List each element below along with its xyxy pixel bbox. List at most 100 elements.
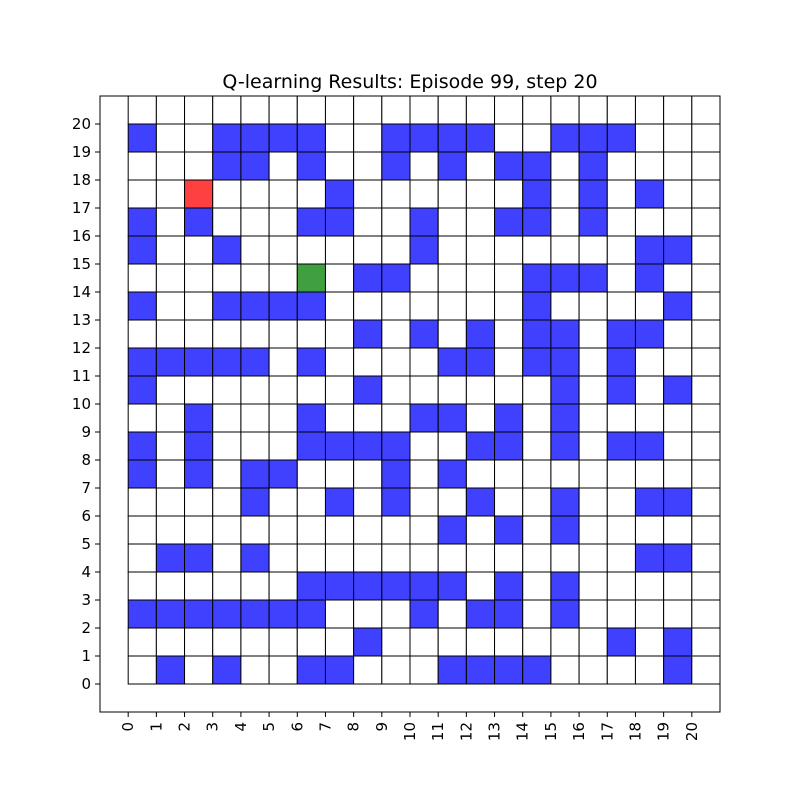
wall-cell — [155, 599, 186, 629]
x-tick-label: 16 — [570, 722, 588, 741]
wall-cell — [634, 319, 665, 349]
grid-cell-empty — [465, 627, 496, 657]
x-tick-label: 2 — [176, 722, 194, 732]
grid-cell-empty — [353, 207, 383, 237]
grid-cell-empty — [381, 207, 411, 237]
grid-cell-empty — [663, 319, 693, 349]
grid-cell-empty — [578, 459, 608, 489]
grid-cell-empty — [634, 347, 665, 377]
grid-cell-empty — [522, 487, 552, 517]
grid-cell-empty — [212, 375, 242, 405]
grid-cell-empty — [155, 179, 186, 209]
y-tick-label: 19 — [72, 143, 91, 161]
grid-cell-empty — [437, 319, 467, 349]
grid-cell-empty — [155, 431, 186, 461]
x-tick-label: 6 — [288, 722, 306, 732]
grid-cell-empty — [127, 571, 157, 601]
grid-cell-empty — [691, 599, 721, 629]
wall-cell — [353, 263, 383, 293]
grid-cell-empty — [550, 459, 580, 489]
grid-cell-empty — [691, 655, 721, 685]
grid-cell-empty — [634, 95, 665, 125]
wall-cell — [465, 431, 496, 461]
wall-cell — [268, 599, 298, 629]
grid-cell-empty — [155, 207, 186, 237]
wall-cell — [240, 291, 270, 321]
y-tick-label: 15 — [72, 255, 91, 273]
grid-cell-empty — [296, 95, 326, 125]
grid-cell-empty — [268, 235, 298, 265]
wall-cell — [634, 235, 665, 265]
grid-cell-empty — [634, 375, 665, 405]
wall-cell — [465, 655, 496, 685]
wall-cell — [494, 599, 524, 629]
grid-cell-empty — [691, 515, 721, 545]
grid-cell-empty — [324, 347, 355, 377]
x-tick-label: 5 — [260, 722, 278, 732]
grid-cell-empty — [353, 515, 383, 545]
wall-cell — [296, 123, 326, 153]
grid-cell-empty — [409, 515, 439, 545]
grid-cell-empty — [268, 403, 298, 433]
wall-cell — [550, 571, 580, 601]
grid-cell-empty — [578, 543, 608, 573]
grid-cell-empty — [691, 291, 721, 321]
grid-cell-empty — [381, 375, 411, 405]
grid-cell-empty — [381, 403, 411, 433]
y-tick-label: 1 — [81, 647, 91, 665]
y-tick-label: 5 — [81, 535, 91, 553]
wall-cell — [522, 347, 552, 377]
wall-cell — [550, 515, 580, 545]
grid-cell-empty — [353, 543, 383, 573]
grid-cell-empty — [663, 599, 693, 629]
grid-cell-empty — [409, 179, 439, 209]
wall-cell — [494, 403, 524, 433]
wall-cell — [127, 347, 157, 377]
grid-cell-empty — [663, 403, 693, 433]
grid-cell-empty — [634, 151, 665, 181]
x-tick-label: 1 — [147, 722, 165, 732]
grid-cell-empty — [353, 179, 383, 209]
wall-cell — [578, 263, 608, 293]
grid-cell-empty — [324, 375, 355, 405]
grid-cell-empty — [353, 151, 383, 181]
grid-cell-empty — [522, 375, 552, 405]
grid-cell-empty — [663, 179, 693, 209]
grid-cell-empty — [634, 655, 665, 685]
grid-cell-empty — [155, 375, 186, 405]
grid-cell-empty — [324, 263, 355, 293]
grid-cell-empty — [663, 95, 693, 125]
grid-cell-empty — [127, 487, 157, 517]
x-tick-label: 19 — [655, 722, 673, 741]
wall-cell — [409, 207, 439, 237]
wall-cell — [381, 431, 411, 461]
grid-cell-empty — [494, 179, 524, 209]
grid-cell-empty — [691, 319, 721, 349]
grid-cell-empty — [381, 515, 411, 545]
y-tick-label: 11 — [72, 367, 91, 385]
grid-cell-empty — [296, 375, 326, 405]
grid-cell-empty — [184, 291, 214, 321]
x-tick-label: 3 — [204, 722, 222, 732]
grid-cell-empty — [353, 347, 383, 377]
grid-cell-empty — [691, 543, 721, 573]
grid-cell-empty — [212, 207, 242, 237]
grid-cell-empty — [268, 487, 298, 517]
grid-cell-empty — [212, 403, 242, 433]
grid-cell-empty — [606, 515, 636, 545]
grid-cell-empty — [691, 571, 721, 601]
wall-cell — [212, 151, 242, 181]
wall-cell — [240, 543, 270, 573]
x-tick-label: 14 — [514, 722, 532, 741]
grid-cell-empty — [324, 403, 355, 433]
wall-cell — [353, 375, 383, 405]
wall-cell — [381, 263, 411, 293]
wall-cell — [663, 375, 693, 405]
wall-cell — [634, 179, 665, 209]
grid-cell-empty — [184, 627, 214, 657]
grid-cell-empty — [691, 487, 721, 517]
grid-cell-empty — [578, 319, 608, 349]
wall-cell — [522, 655, 552, 685]
x-tick-label: 4 — [232, 722, 250, 732]
